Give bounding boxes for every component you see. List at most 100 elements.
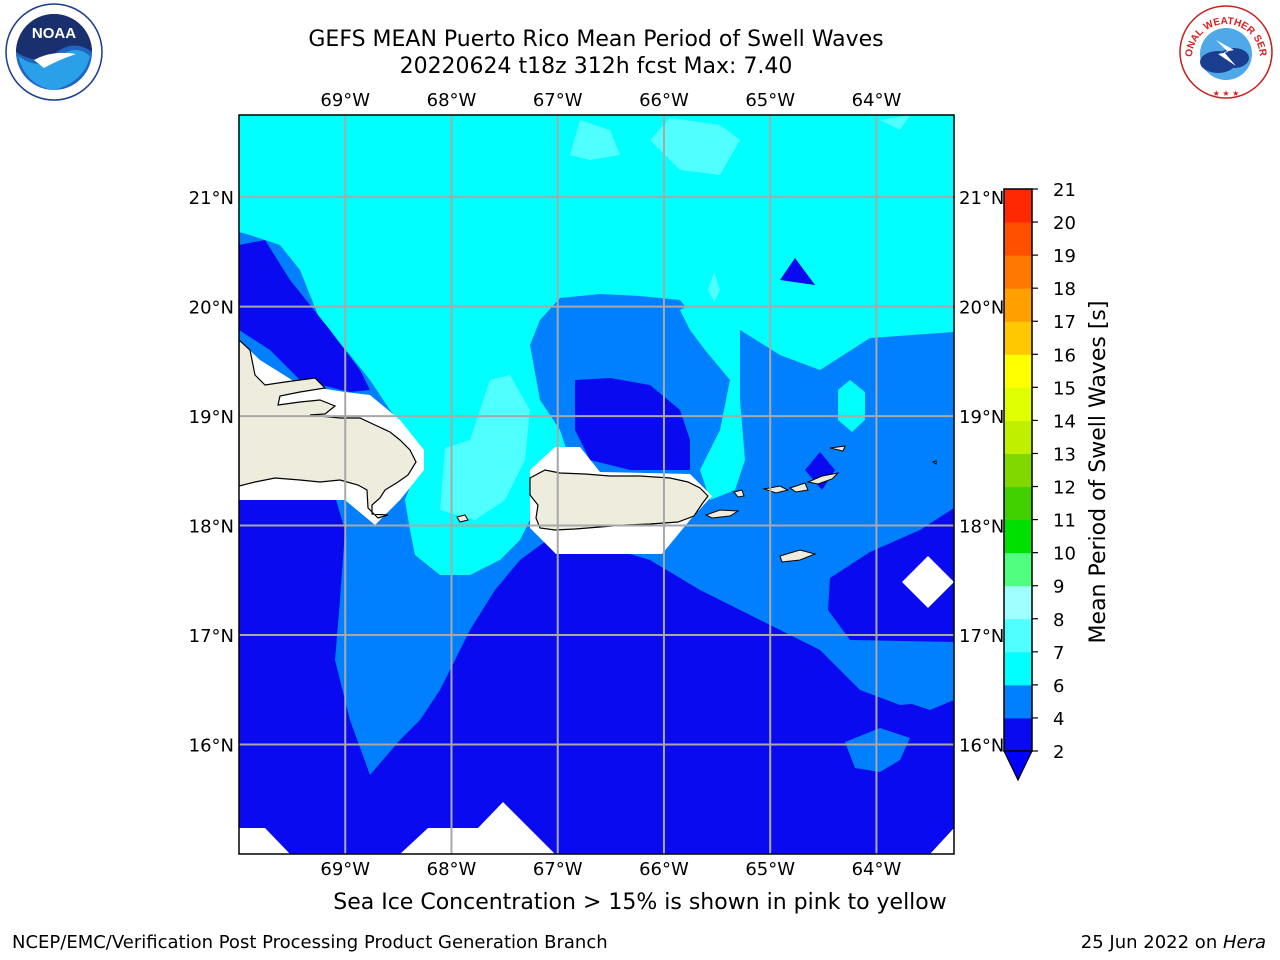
footer-date-text: 25 Jun 2022 on (1080, 932, 1223, 953)
colorbar-segment (1004, 486, 1032, 521)
land-st-thomas (762, 485, 790, 494)
axis-labels: 69°W 69°W 68°W 68°W 67°W 67°W 66°W 66°W 65°W 65°W… (189, 90, 1005, 880)
svg-text:★ ★ ★: ★ ★ ★ (1213, 89, 1240, 98)
colorbar-segment (1004, 189, 1032, 223)
colorbar-tick-label: 4 (1053, 709, 1064, 730)
lon-label-top: 68°W (427, 90, 477, 111)
svg-text:NOAA: NOAA (32, 25, 76, 42)
contour-band-4-6-south (845, 728, 910, 772)
contour-band-7-8-d (880, 115, 910, 130)
contour-band-7-8-e (708, 272, 720, 302)
colorbar-segment (1004, 717, 1032, 752)
lon-label-bottom: 64°W (852, 859, 902, 880)
colorbar-tick-label: 21 (1053, 180, 1076, 201)
colorbar-tick-label: 11 (1053, 511, 1076, 532)
colorbar-segment (1004, 453, 1032, 488)
lon-label-bottom: 69°W (320, 859, 370, 880)
lon-label-bottom: 66°W (639, 859, 689, 880)
contour-band-4-6-se (900, 655, 954, 710)
colorbar-tick-label: 12 (1053, 478, 1076, 499)
lat-label-left: 20°N (189, 298, 234, 319)
no-data-south-3 (930, 828, 954, 854)
colorbar-segment (1004, 288, 1032, 322)
contour-band-2-4-pocket (575, 378, 690, 470)
colorbar-tick-label: 16 (1053, 345, 1076, 366)
colorbar-tick-label: 18 (1053, 279, 1076, 300)
land-st-john (788, 482, 809, 493)
colorbar-segment (1004, 420, 1032, 454)
land-vieques (704, 509, 740, 519)
colorbar-frame (1003, 188, 1033, 752)
lon-label-bottom: 68°W (427, 859, 477, 880)
nws-logo: NATIONAL WEATHER SERVICE ★ ★ ★ (1176, 2, 1273, 99)
colorbar-tick-label: 20 (1053, 213, 1076, 234)
lon-label-top: 65°W (745, 90, 795, 111)
colorbar-segment (1004, 321, 1032, 355)
contour-band-6-7-island (838, 380, 865, 432)
lat-label-left: 21°N (189, 188, 234, 209)
colorbar-tick-label: 9 (1053, 577, 1064, 598)
chart-title: GEFS MEAN Puerto Rico Mean Period of Swe… (308, 26, 883, 80)
contour-band-7-8-b (650, 118, 740, 175)
colorbar-label: Mean Period of Swell Waves [s] (1086, 301, 1111, 644)
noaa-logo: NOAA (5, 3, 103, 101)
lat-label-right: 16°N (959, 736, 1004, 757)
colorbar-tick-label: 2 (1053, 742, 1064, 763)
contour-band-7-8-c (440, 375, 530, 520)
colorbar-segment (1004, 519, 1032, 554)
land-tortola (806, 472, 840, 485)
lat-label-right: 21°N (959, 188, 1004, 209)
colorbar-extend-arrow (1003, 750, 1033, 782)
colorbar: 2 4 6 7 8 9 10 11 12 13 14 15 16 17 18 19 20 21 (1003, 180, 1076, 782)
colorbar-tick-label: 10 (1053, 544, 1076, 565)
colorbar-segment (1004, 255, 1032, 289)
no-data-box-east (902, 556, 954, 608)
lat-label-left: 17°N (189, 626, 234, 647)
colorbar-tick-label: 13 (1053, 444, 1076, 465)
lat-label-right: 20°N (959, 298, 1004, 319)
no-data-south-1 (239, 828, 290, 854)
land-st-croix (779, 549, 817, 563)
lon-label-top: 69°W (320, 90, 370, 111)
land-culebra (733, 489, 745, 498)
lat-label-right: 17°N (959, 626, 1004, 647)
land-islet-mona (456, 514, 469, 523)
colorbar-tick-label: 8 (1053, 610, 1064, 631)
footer-date: 25 Jun 2022 on Hera (1081, 932, 1266, 953)
land-anegada (829, 445, 846, 452)
contour-band-2-4-west (239, 240, 370, 392)
colorbar-segment (1004, 222, 1032, 256)
lat-label-left: 19°N (189, 407, 234, 428)
colorbar-segment (1004, 585, 1032, 620)
sea-ice-note: Sea Ice Concentration > 15% is shown in … (333, 890, 947, 915)
lon-label-bottom: 67°W (533, 859, 583, 880)
land-hispaniola (239, 339, 417, 519)
footer-branch: NCEP/EMC/Verification Post Processing Pr… (12, 932, 608, 953)
lon-label-top: 64°W (852, 90, 902, 111)
land-islet-east (931, 460, 937, 465)
colorbar-tick-label: 14 (1053, 411, 1076, 432)
colorbar-tick-label: 19 (1053, 246, 1076, 267)
lat-label-right: 19°N (959, 407, 1004, 428)
graticule (239, 115, 954, 854)
lon-label-bottom: 65°W (745, 859, 795, 880)
contour-band-6-7 (239, 115, 954, 575)
colorbar-segment (1004, 684, 1032, 719)
lat-label-left: 18°N (189, 517, 234, 538)
contour-field (239, 115, 954, 854)
plot-frame (238, 114, 955, 855)
colorbar-segment (1004, 387, 1032, 421)
lon-label-top: 67°W (533, 90, 583, 111)
title-line-2: 20220624 t18z 312h fcst Max: 7.40 (399, 54, 793, 79)
lon-label-top: 66°W (639, 90, 689, 111)
footer-host: Hera (1222, 932, 1266, 953)
lat-label-right: 18°N (959, 517, 1004, 538)
colorbar-segment (1004, 354, 1032, 388)
no-data-south-2 (400, 802, 555, 854)
colorbar-tick-label: 6 (1053, 676, 1064, 697)
contour-band-2-4-pocket-d (916, 788, 940, 814)
title-line-1: GEFS MEAN Puerto Rico Mean Period of Swe… (308, 27, 884, 52)
colorbar-tick-label: 17 (1053, 312, 1076, 333)
colorbar-segment (1004, 651, 1032, 686)
